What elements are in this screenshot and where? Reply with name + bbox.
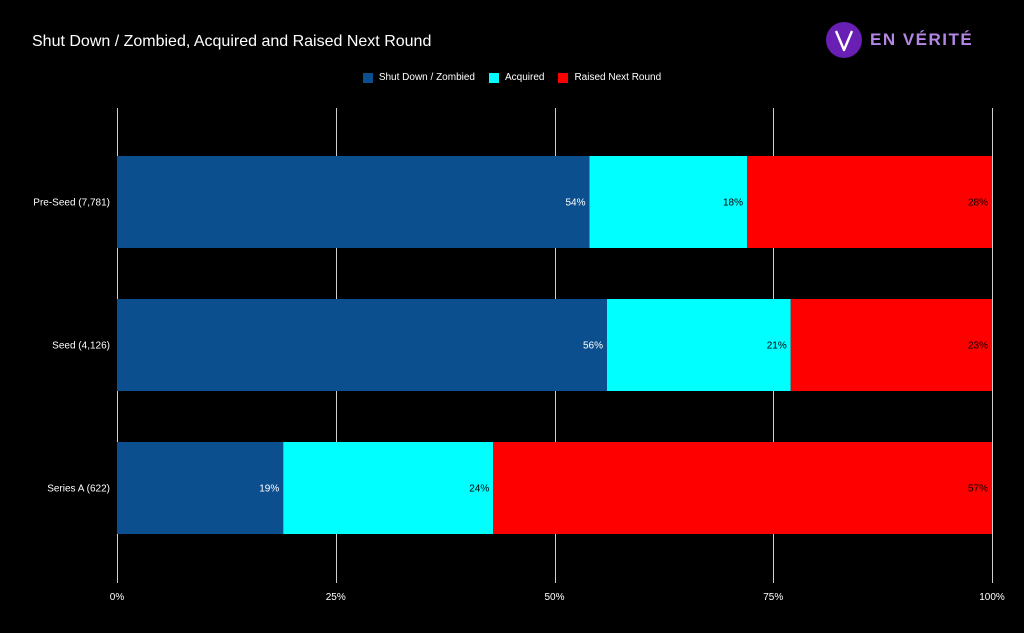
legend-item-raised: Raised Next Round <box>558 72 661 83</box>
bar-segment <box>607 299 791 391</box>
legend-item-acquired: Acquired <box>488 72 545 83</box>
data-label: 19% <box>259 484 279 495</box>
legend-label: Raised Next Round <box>574 72 662 83</box>
bar-segment <box>117 156 590 248</box>
legend-item-shut-down: Shut Down / Zombied <box>362 72 475 83</box>
x-axis-ticks: 0% 25% 50% 75% 100% <box>110 592 1005 603</box>
data-label: 56% <box>583 341 603 352</box>
legend: Shut Down / Zombied Acquired Raised Next… <box>0 72 1024 83</box>
bar-segment <box>493 442 992 534</box>
x-tick-label: 25% <box>326 592 346 603</box>
category-label: Pre-Seed (7,781) <box>33 198 110 209</box>
bar-segment <box>283 442 494 534</box>
chart-title: Shut Down / Zombied, Acquired and Raised… <box>32 33 432 50</box>
data-label: 57% <box>968 484 988 495</box>
data-label: 18% <box>723 198 743 209</box>
data-label: 21% <box>767 341 787 352</box>
bar-segment <box>790 299 992 391</box>
x-tick-label: 50% <box>544 592 564 603</box>
legend-swatch <box>558 72 569 83</box>
brand-name: EN VÉRITÉ <box>870 30 974 49</box>
v-letter-icon <box>826 22 862 58</box>
data-label: 54% <box>565 198 585 209</box>
data-label: 24% <box>469 484 489 495</box>
legend-label: Shut Down / Zombied <box>378 72 475 83</box>
data-label: 23% <box>968 341 988 352</box>
bar-segment <box>117 299 607 391</box>
data-label: 28% <box>968 198 988 209</box>
legend-swatch <box>488 72 499 83</box>
x-tick-label: 0% <box>110 592 125 603</box>
bar-segment <box>117 442 284 534</box>
category-labels: Pre-Seed (7,781) Seed (4,126) Series A (62… <box>33 198 110 495</box>
x-tick-label: 100% <box>979 592 1005 603</box>
data-labels: 54% 18% 28% 56% 21% 23% 19% 24% 57% <box>259 198 988 495</box>
legend-swatch <box>362 72 373 83</box>
brand-logo: EN VÉRITÉ <box>826 22 973 58</box>
bars <box>117 156 992 534</box>
legend-label: Acquired <box>504 72 545 83</box>
bar-segment <box>589 156 747 248</box>
bar-segment <box>747 156 992 248</box>
x-tick-label: 75% <box>763 592 783 603</box>
category-label: Seed (4,126) <box>52 341 110 352</box>
category-label: Series A (622) <box>47 484 110 495</box>
